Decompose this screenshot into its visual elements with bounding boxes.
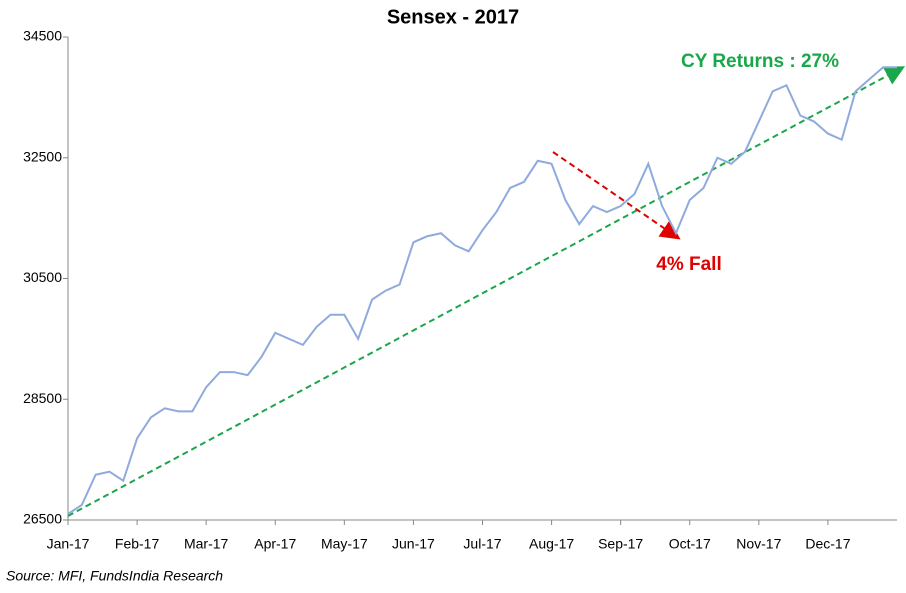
y-tick-label: 34500 xyxy=(23,28,62,44)
x-tick-label: Dec-17 xyxy=(805,536,850,552)
x-tick-label: Apr-17 xyxy=(254,536,296,552)
y-tick-label: 28500 xyxy=(23,390,62,406)
y-tick-label: 30500 xyxy=(23,269,62,285)
x-tick-label: Feb-17 xyxy=(115,536,160,552)
annotation: 4% Fall xyxy=(656,254,721,275)
fall-line xyxy=(552,151,681,240)
y-tick-label: 32500 xyxy=(23,148,62,164)
annotation: CY Returns : 27% xyxy=(681,51,839,72)
x-tick-label: Aug-17 xyxy=(529,536,574,552)
x-tick-label: Nov-17 xyxy=(736,536,781,552)
line xyxy=(67,66,897,515)
chart-title: Sensex - 2017 xyxy=(387,6,519,28)
x-tick-label: Jun-17 xyxy=(392,536,435,552)
x-tick-label: Jan-17 xyxy=(47,536,90,552)
x-tick-label: Sep-17 xyxy=(598,536,643,552)
source: Source: MFI, FundsIndia Research xyxy=(6,568,223,584)
x-tick-label: May-17 xyxy=(321,536,368,552)
x-tick-label: Oct-17 xyxy=(669,536,711,552)
y-tick-label: 26500 xyxy=(23,511,62,527)
x-tick-label: Mar-17 xyxy=(184,536,229,552)
x-tick-label: Jul-17 xyxy=(463,536,501,552)
trend-line xyxy=(67,66,906,517)
